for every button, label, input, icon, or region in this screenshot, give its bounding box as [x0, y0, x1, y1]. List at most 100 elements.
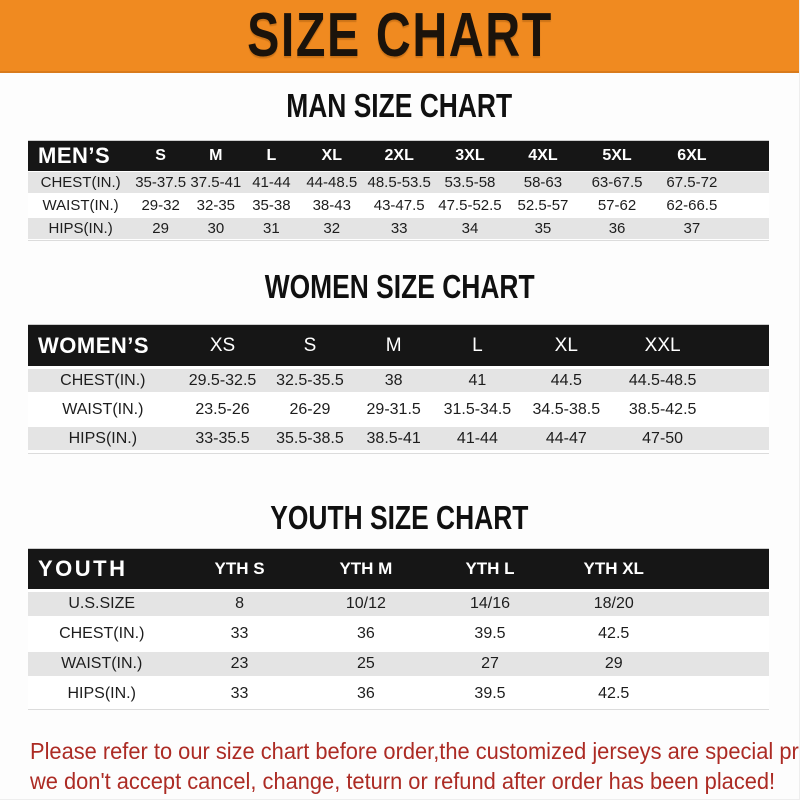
value-cell: 37 — [683, 220, 701, 237]
value-cell: 35 — [534, 220, 552, 237]
value-cell: 27 — [481, 655, 499, 672]
row-label-cell: WAIST(IN.) — [62, 400, 144, 418]
table-row: WAIST(IN.) 23.5-26 26-29 29-31.5 31.5-34.5 34… — [28, 395, 769, 424]
value-cell: 36 — [356, 625, 375, 642]
value-cell: 41-44 — [456, 429, 498, 447]
value-cell: 34.5-38.5 — [532, 400, 601, 418]
table-header-row: WOMEN’S XS S M L XL XXL — [28, 325, 769, 366]
table-row: CHEST(IN.) 35-37.5 37.5-41 41-44 44-48.5 48.5… — [28, 171, 769, 194]
value-cell: 42.5 — [598, 685, 630, 702]
column-header-cell: XS — [209, 334, 236, 356]
column-header-cell: M — [385, 334, 402, 356]
value-cell: 31.5-34.5 — [443, 400, 512, 418]
value-cell: 41 — [468, 371, 487, 389]
value-cell: 29.5-32.5 — [188, 371, 257, 389]
column-header-cell: 2XL — [384, 147, 414, 164]
column-header-cell: 6XL — [677, 147, 707, 164]
column-header-cell: YTH S — [214, 559, 265, 578]
value-cell: 8 — [235, 595, 244, 612]
value-cell: 35-38 — [252, 197, 291, 214]
value-cell: 29 — [152, 220, 169, 237]
column-header-cell: L — [472, 334, 483, 356]
men-size-table: MEN’S S M L XL 2XL 3XL 4XL 5XL 6XL CHEST(IN.) 35-37… — [28, 140, 769, 241]
footer-note: Please refer to our size chart before or… — [30, 736, 799, 796]
value-cell: 26-29 — [289, 400, 331, 418]
value-cell: 33 — [230, 685, 249, 702]
column-header-cell: M — [209, 147, 223, 164]
value-cell: 25 — [356, 655, 375, 672]
row-label-cell: WAIST(IN.) — [42, 197, 119, 214]
value-cell: 34 — [461, 220, 479, 237]
row-label-cell: U.S.SIZE — [68, 595, 136, 612]
table-row: WAIST(IN.) 23 25 27 29 — [28, 649, 769, 679]
value-cell: 38.5-41 — [366, 429, 421, 447]
value-cell: 33 — [230, 625, 249, 642]
value-cell: 10/12 — [345, 595, 386, 612]
table-header-row: MEN’S S M L XL 2XL 3XL 4XL 5XL 6XL — [28, 141, 769, 171]
value-cell: 57-62 — [597, 197, 637, 214]
value-cell: 36 — [356, 685, 375, 702]
table-header-row: YOUTH YTH S YTH M YTH L YTH XL — [28, 549, 769, 589]
value-cell: 29 — [604, 655, 623, 672]
value-cell: 42.5 — [598, 625, 630, 642]
value-cell: 35-37.5 — [135, 174, 187, 191]
row-label-cell: HIPS(IN.) — [67, 685, 136, 702]
value-cell: 32-35 — [196, 197, 236, 214]
value-cell: 18/20 — [593, 595, 634, 612]
row-label-cell: WAIST(IN.) — [61, 655, 143, 672]
value-cell: 29-32 — [141, 197, 180, 214]
youth-size-table: YOUTH YTH S YTH M YTH L YTH XL U.S.SIZE 8 10/12… — [28, 548, 769, 710]
value-cell: 32.5-35.5 — [276, 371, 344, 389]
value-cell: 35.5-38.5 — [276, 429, 344, 447]
youth-section-heading: YOUTH SIZE CHART — [0, 500, 799, 536]
row-label-cell: CHEST(IN.) — [60, 371, 146, 389]
note-line-2: we don't accept cancel, change, teturn o… — [30, 768, 776, 794]
value-cell: 36 — [608, 220, 626, 237]
table-row: CHEST(IN.) 33 36 39.5 42.5 — [28, 619, 769, 649]
table-title-cell: WOMEN’S — [38, 332, 150, 358]
value-cell: 14/16 — [469, 595, 511, 612]
table-row: HIPS(IN.) 33-35.5 35.5-38.5 38.5-41 41-44 44-… — [28, 424, 769, 453]
value-cell: 44-48.5 — [306, 174, 358, 191]
value-cell: 23.5-26 — [195, 400, 250, 418]
table-row: U.S.SIZE 8 10/12 14/16 18/20 — [28, 589, 769, 619]
table-row: HIPS(IN.) 29 30 31 32 33 34 35 36 37 — [28, 217, 769, 240]
value-cell: 39.5 — [474, 685, 506, 702]
column-header-cell: L — [266, 147, 277, 164]
value-cell: 47.5-52.5 — [438, 197, 502, 214]
table-title-cell: MEN’S — [38, 143, 111, 168]
value-cell: 62-66.5 — [666, 197, 718, 214]
row-label-cell: CHEST(IN.) — [59, 625, 145, 642]
value-cell: 32 — [323, 220, 341, 237]
women-section-heading-text: WOMEN SIZE CHART — [264, 268, 535, 305]
value-cell: 33-35.5 — [195, 429, 250, 447]
column-header-cell: YTH XL — [583, 559, 644, 578]
row-label-cell: CHEST(IN.) — [40, 174, 121, 191]
row-label-cell: HIPS(IN.) — [48, 220, 113, 237]
value-cell: 63-67.5 — [591, 174, 643, 191]
value-cell: 44-47 — [545, 429, 587, 447]
value-cell: 23 — [230, 655, 249, 672]
value-cell: 33 — [390, 220, 408, 237]
men-section-heading-text: MAN SIZE CHART — [286, 87, 513, 124]
value-cell: 44.5 — [550, 371, 582, 389]
value-cell: 38.5-42.5 — [628, 400, 697, 418]
banner: SIZE CHART — [0, 0, 799, 73]
column-header-cell: 3XL — [455, 147, 485, 164]
row-label-cell: HIPS(IN.) — [68, 429, 138, 447]
column-header-cell: YTH M — [339, 559, 393, 578]
table-row: HIPS(IN.) 33 36 39.5 42.5 — [28, 679, 769, 709]
value-cell: 31 — [263, 220, 280, 237]
column-header-cell: S — [303, 334, 317, 356]
table-row: WAIST(IN.) 29-32 32-35 35-38 38-43 43-47.5 47.… — [28, 194, 769, 217]
table-row: CHEST(IN.) 29.5-32.5 32.5-35.5 38 41 44.5 44.5… — [28, 366, 769, 395]
youth-section-heading-text: YOUTH SIZE CHART — [270, 499, 529, 536]
value-cell: 30 — [207, 220, 225, 237]
column-header-cell: YTH L — [465, 559, 515, 578]
column-header-cell: XL — [554, 334, 578, 356]
value-cell: 39.5 — [474, 625, 506, 642]
value-cell: 48.5-53.5 — [367, 174, 431, 191]
column-header-cell: 5XL — [602, 147, 632, 164]
value-cell: 58-63 — [523, 174, 563, 191]
